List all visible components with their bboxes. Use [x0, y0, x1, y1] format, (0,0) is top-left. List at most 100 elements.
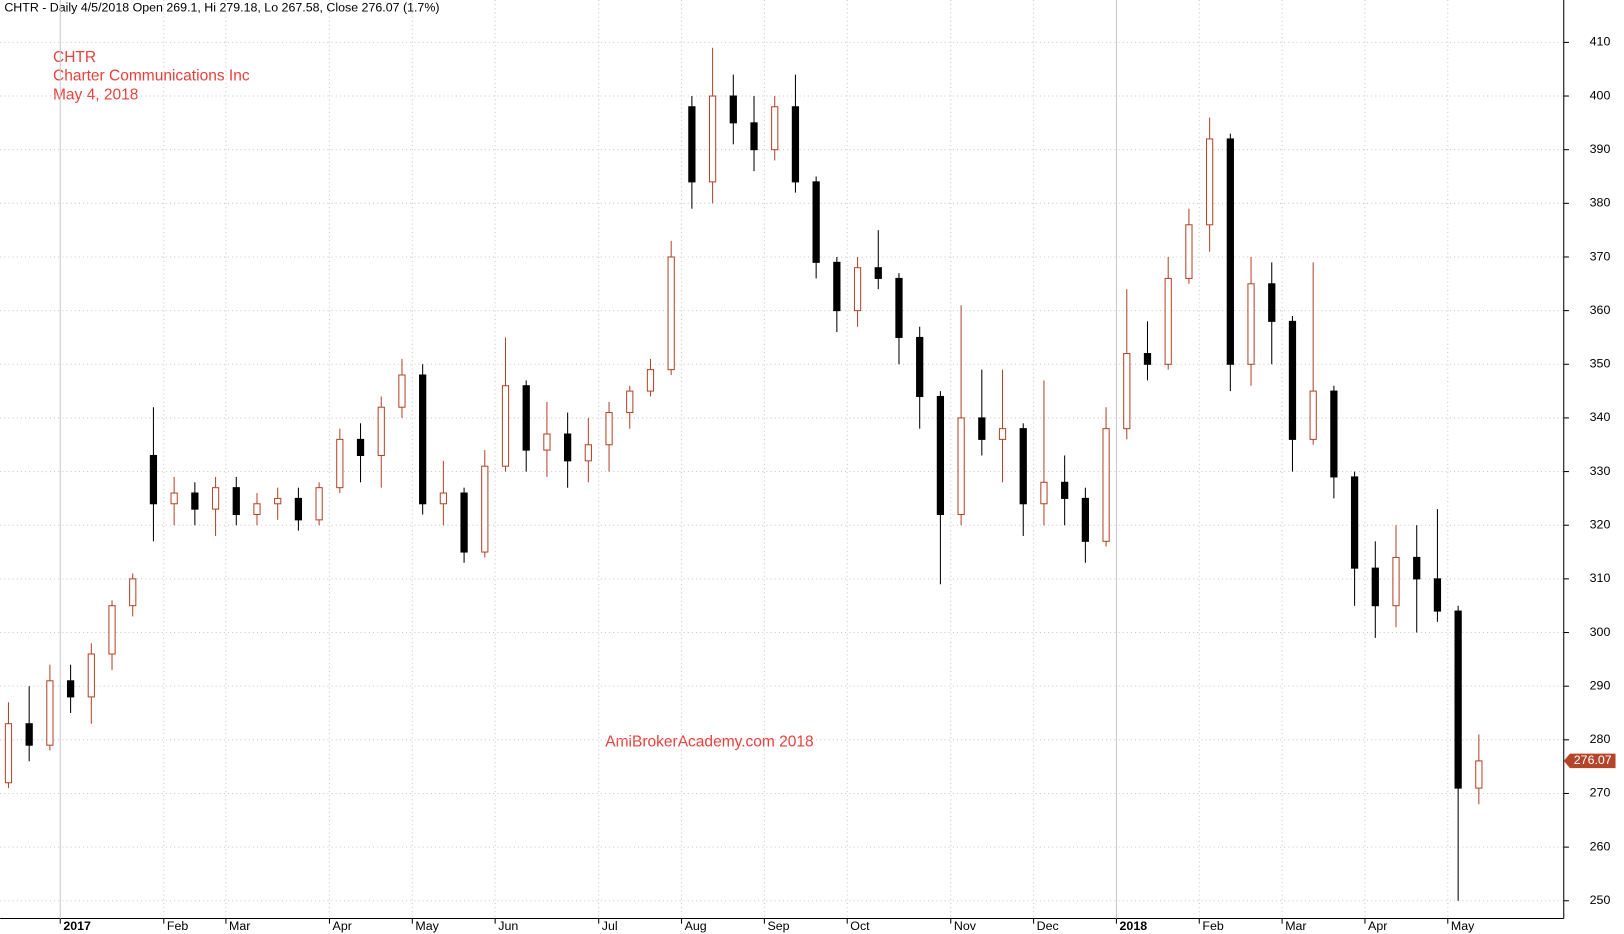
- y-tick-label: 340: [1590, 410, 1611, 424]
- candle-body: [605, 412, 613, 446]
- candle-body: [1226, 138, 1234, 365]
- candle-body: [1309, 390, 1317, 440]
- annotation: CHTR: [53, 49, 96, 66]
- candle-body: [1268, 283, 1276, 322]
- y-tick-label: 300: [1590, 625, 1611, 639]
- candle-body: [46, 680, 54, 746]
- candle-body: [1454, 610, 1462, 789]
- x-tick-label: Feb: [167, 919, 188, 933]
- candle-body: [1081, 497, 1089, 542]
- annotation: Charter Communications Inc: [53, 68, 250, 85]
- candle-body: [1413, 556, 1421, 580]
- x-tick-label: Feb: [1202, 919, 1223, 933]
- candle-body: [729, 95, 737, 124]
- candle-body: [1475, 760, 1483, 789]
- y-tick-label: 250: [1590, 893, 1611, 907]
- candle-body: [646, 369, 655, 392]
- candle-body: [626, 390, 634, 414]
- y-tick-label: 280: [1590, 732, 1611, 746]
- candle-body: [1102, 428, 1110, 542]
- candle-body: [1247, 283, 1255, 365]
- candle-body: [853, 267, 862, 312]
- y-tick-label: 260: [1590, 839, 1611, 853]
- last-price-label: 276.07: [1574, 753, 1612, 767]
- x-tick-label: Apr: [1368, 919, 1387, 933]
- candle-body: [501, 385, 510, 467]
- candle-body: [315, 487, 323, 521]
- watermark: AmiBrokerAcademy.com 2018: [605, 734, 813, 751]
- candle-body: [1040, 481, 1048, 505]
- y-tick-label: 330: [1590, 464, 1611, 478]
- x-tick-label: Sep: [767, 919, 789, 933]
- x-tick-label: Apr: [333, 919, 352, 933]
- annotation: May 4, 2018: [53, 86, 138, 103]
- candle-body: [667, 256, 675, 371]
- candle-body: [191, 492, 199, 510]
- candle-body: [481, 465, 489, 553]
- candle-body: [1350, 476, 1359, 569]
- candle-body: [4, 723, 13, 784]
- candle-body: [129, 578, 137, 607]
- candle-body: [1185, 224, 1193, 279]
- candle-body: [149, 454, 158, 505]
- y-tick-label: 360: [1590, 303, 1611, 317]
- x-tick-label: Dec: [1037, 919, 1059, 933]
- candle-body: [874, 267, 882, 279]
- y-tick-label: 400: [1590, 88, 1611, 102]
- candle-body: [419, 374, 427, 505]
- candle-body: [1288, 320, 1297, 440]
- y-tick-label: 370: [1590, 249, 1611, 263]
- y-tick-label: 310: [1590, 571, 1611, 585]
- candle-body: [771, 106, 779, 151]
- candle-body: [460, 492, 468, 553]
- candle-body: [253, 503, 261, 516]
- candle-body: [791, 106, 800, 183]
- candle-body: [1164, 277, 1172, 365]
- candle-body: [957, 417, 965, 516]
- candle-body: [439, 492, 447, 505]
- candle-body: [232, 487, 240, 516]
- candle-body: [998, 428, 1007, 440]
- header: CHTR - Daily 4/5/2018 Open 269.1, Hi 279…: [4, 1, 439, 15]
- candle-body: [336, 438, 344, 489]
- last-price-tag: [1563, 753, 1616, 769]
- candle-body: [584, 444, 592, 462]
- candle-body: [1143, 353, 1152, 365]
- candle-body: [750, 122, 758, 151]
- candle-body: [522, 385, 530, 451]
- candle-body: [812, 181, 820, 263]
- candle-body: [377, 406, 385, 456]
- candle-body: [1330, 390, 1338, 478]
- x-tick-label: May: [415, 919, 439, 933]
- y-tick-label: 290: [1590, 678, 1611, 692]
- candle-body: [25, 723, 33, 746]
- candle-body: [87, 653, 95, 698]
- candle-body: [1061, 481, 1069, 499]
- x-tick-label: 2018: [1120, 919, 1148, 933]
- x-tick-label: Mar: [1285, 919, 1306, 933]
- candle-body: [211, 487, 220, 510]
- candle-body: [1019, 428, 1027, 505]
- y-tick-label: 390: [1590, 142, 1611, 156]
- y-tick-label: 380: [1590, 196, 1611, 210]
- candle-body: [66, 680, 75, 698]
- candle-body: [1392, 556, 1400, 607]
- y-tick-label: 270: [1590, 786, 1611, 800]
- candle-body: [1205, 138, 1214, 226]
- x-tick-label: Jul: [602, 919, 618, 933]
- candle-body: [895, 277, 903, 338]
- x-tick-label: Aug: [685, 919, 707, 933]
- candle-body: [978, 417, 986, 440]
- x-tick-label: Oct: [850, 919, 870, 933]
- y-tick-label: 410: [1590, 35, 1611, 49]
- candle-body: [1371, 567, 1379, 607]
- x-tick-label: Nov: [954, 919, 977, 933]
- candle-body: [543, 433, 551, 451]
- candle-body: [833, 261, 841, 312]
- x-tick-label: Mar: [229, 919, 250, 933]
- candle-body: [398, 374, 406, 408]
- candle-body: [1433, 578, 1442, 612]
- candle-body: [1123, 353, 1131, 430]
